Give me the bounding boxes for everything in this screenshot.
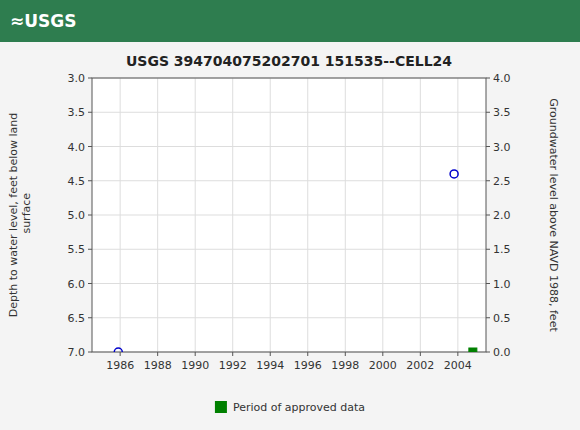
y2-tick xyxy=(486,215,490,216)
title: USGS 394704075202701 151535--CELL24 xyxy=(126,53,452,69)
y2-tick xyxy=(486,78,490,79)
y2-tick xyxy=(486,283,490,284)
y-tick-label: 3.0 xyxy=(68,72,86,85)
legend-swatch xyxy=(215,401,227,413)
y-axis-label: Depth to water level, feet below land su… xyxy=(7,113,33,318)
y-tick xyxy=(88,112,92,113)
y-tick-label: 5.0 xyxy=(68,209,86,222)
plot-area xyxy=(92,78,486,352)
y2-tick-label: 1.0 xyxy=(493,278,511,291)
x-tick xyxy=(307,352,308,356)
y2-tick-label: 1.5 xyxy=(493,243,511,256)
grid-line-y xyxy=(92,146,486,147)
x-tick-label: 1998 xyxy=(331,359,359,372)
x-tick xyxy=(420,352,421,356)
background xyxy=(0,0,580,430)
y-tick-label: 7.0 xyxy=(68,346,86,359)
x-tick xyxy=(270,352,271,356)
x-tick xyxy=(457,352,458,356)
y-tick-label: 3.5 xyxy=(68,106,86,119)
y2-axis-label: Groundwater level above NAVD 1988, feet xyxy=(547,98,560,332)
x-tick xyxy=(195,352,196,356)
grid-line-y xyxy=(92,283,486,284)
annotation: ≈USGS xyxy=(10,11,77,31)
y2-tick-label: 4.0 xyxy=(493,72,511,85)
y-tick xyxy=(88,78,92,79)
y-axis-label-line: surface xyxy=(20,193,33,237)
x-tick-label: 2002 xyxy=(406,359,434,372)
y-tick xyxy=(88,146,92,147)
y2-tick-label: 3.0 xyxy=(493,141,511,154)
y2-tick xyxy=(486,180,490,181)
legend-label: Period of approved data xyxy=(233,401,365,414)
y2-tick-label: 2.0 xyxy=(493,209,511,222)
y2-tick-label: 0.0 xyxy=(493,346,511,359)
y-tick xyxy=(88,352,92,353)
y2-tick xyxy=(486,146,490,147)
y-tick-label: 5.5 xyxy=(68,243,86,256)
y-tick xyxy=(88,249,92,250)
y-tick xyxy=(88,215,92,216)
x-tick-label: 1986 xyxy=(106,359,134,372)
y-tick xyxy=(88,283,92,284)
y2-tick xyxy=(486,249,490,250)
x-tick-label: 1990 xyxy=(181,359,209,372)
y2-tick xyxy=(486,112,490,113)
y2-tick-label: 0.5 xyxy=(493,312,511,325)
grid-line-y xyxy=(92,112,486,113)
x-tick xyxy=(232,352,233,356)
x-tick-label: 1996 xyxy=(294,359,322,372)
x-tick xyxy=(120,352,121,356)
point xyxy=(469,348,477,352)
axes: 1986 1988 1990 1992 1994 1996 1998 2000 2002 2004… xyxy=(68,72,511,372)
grid-line-y xyxy=(92,317,486,318)
y-axis-label-line: Depth to water level, feet below land xyxy=(7,113,20,318)
chart: ≈USGS 1986 1988 1990 1992 1994 1996 1998 2000 200… xyxy=(0,0,580,430)
x-tick xyxy=(382,352,383,356)
data xyxy=(114,170,477,352)
y2-tick xyxy=(486,352,490,353)
grid-line-y xyxy=(92,180,486,181)
x-tick xyxy=(157,352,158,356)
plot-frame xyxy=(92,78,486,352)
grid xyxy=(92,78,486,352)
x-tick-label: 2004 xyxy=(444,359,472,372)
grid-line-y xyxy=(92,249,486,250)
y-tick-label: 6.0 xyxy=(68,278,86,291)
x-tick-label: 2000 xyxy=(369,359,397,372)
y2-tick-label: 2.5 xyxy=(493,175,511,188)
legend: Period of approved data xyxy=(215,401,365,414)
y-tick-label: 4.5 xyxy=(68,175,86,188)
y2-tick xyxy=(486,317,490,318)
x-tick xyxy=(345,352,346,356)
grid-line-y xyxy=(92,215,486,216)
header-band xyxy=(0,0,580,42)
x-tick-label: 1988 xyxy=(144,359,172,372)
point xyxy=(450,170,458,178)
x-tick-label: 1994 xyxy=(256,359,284,372)
y-tick xyxy=(88,180,92,181)
y-tick-label: 4.0 xyxy=(68,141,86,154)
y-tick xyxy=(88,317,92,318)
point xyxy=(114,348,122,352)
page: {"chart_data": { "type": "scatter", "tit… xyxy=(0,0,580,430)
y-tick-label: 6.5 xyxy=(68,312,86,325)
x-tick-label: 1992 xyxy=(219,359,247,372)
y2-tick-label: 3.5 xyxy=(493,106,511,119)
